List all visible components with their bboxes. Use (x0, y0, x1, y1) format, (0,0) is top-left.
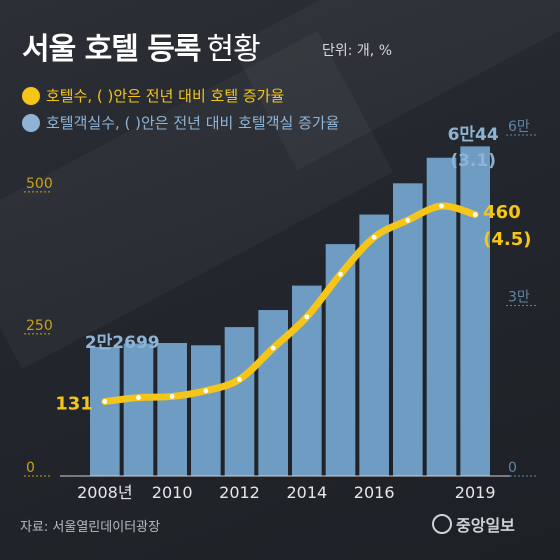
chart-title: 서울 호텔 등록 현황 (22, 24, 261, 68)
hotels-point-2008 (102, 399, 108, 404)
line-sublabel-2019: (4.5) (483, 229, 531, 250)
blue-dot-icon (22, 113, 40, 132)
hotels-point-2017 (405, 217, 411, 223)
left-axis-tick-label: 0 (26, 460, 35, 476)
legend-label-rooms: 호텔객실수, ( )안은 전년 대비 호텔객실 증가율 (46, 114, 340, 132)
bar-2011 (191, 345, 221, 476)
legend-label-hotels: 호텔수, ( )안은 전년 대비 호텔 증가율 (46, 87, 285, 105)
yellow-dot-icon (22, 86, 40, 105)
x-tick-label-2016: 2016 (354, 483, 395, 502)
bar-label-2019: 6만44 (448, 125, 499, 145)
bar-sublabel-2019: (3.1) (450, 151, 496, 171)
bar-label-2008: 2만2699 (85, 333, 160, 353)
hotels-point-2015 (338, 271, 343, 277)
legend-item-rooms: 호텔객실수, ( )안은 전년 대비 호텔객실 증가율 (22, 112, 339, 133)
x-tick-label-2014: 2014 (286, 483, 327, 502)
legend-item-hotels: 호텔수, ( )안은 전년 대비 호텔 증가율 (22, 85, 284, 106)
hotels-point-2019 (472, 212, 478, 217)
hotels-point-2014 (304, 314, 310, 320)
right-axis-tick-label: 0 (508, 460, 517, 476)
x-tick-label-2010: 2010 (152, 483, 193, 502)
hotels-point-2016 (371, 234, 377, 240)
title-normal: 현황 (206, 32, 261, 67)
bar-2016 (359, 214, 389, 477)
hotels-point-2013 (270, 345, 276, 351)
joongang-logo-icon (432, 514, 452, 534)
line-label-2019: 460 (483, 202, 521, 223)
bar-2019 (460, 146, 490, 476)
bar-2010 (157, 343, 187, 476)
brand-logo: 중앙일보 (432, 512, 515, 536)
bar-2017 (393, 183, 423, 476)
hotels-point-2011 (203, 388, 209, 394)
right-axis-tick-label: 6만 (508, 119, 530, 135)
right-axis-tick-label: 3만 (508, 290, 530, 306)
x-tick-label-2012: 2012 (219, 483, 260, 502)
hotels-point-2010 (169, 394, 175, 399)
left-axis-tick-label: 250 (26, 318, 53, 334)
hotels-point-2018 (439, 203, 444, 209)
hotels-line (101, 202, 479, 406)
line-label-2008: 131 (55, 394, 93, 415)
hotels-point-2009 (136, 395, 141, 400)
bar-2008 (90, 346, 120, 476)
bar-2012 (224, 327, 255, 476)
x-tick-label-2008: 2008년 (77, 483, 132, 502)
unit-label: 단위: 개, % (322, 43, 393, 59)
title-bold: 서울 호텔 등록 (22, 32, 201, 67)
left-axis-tick-label: 500 (26, 176, 53, 192)
bar-2009 (123, 343, 154, 476)
hotels-point-2012 (237, 376, 242, 382)
brand-name: 중앙일보 (456, 516, 515, 535)
source-note: 자료: 서울열린데이터광장 (20, 520, 161, 535)
x-tick-label-2019: 2019 (455, 483, 496, 502)
